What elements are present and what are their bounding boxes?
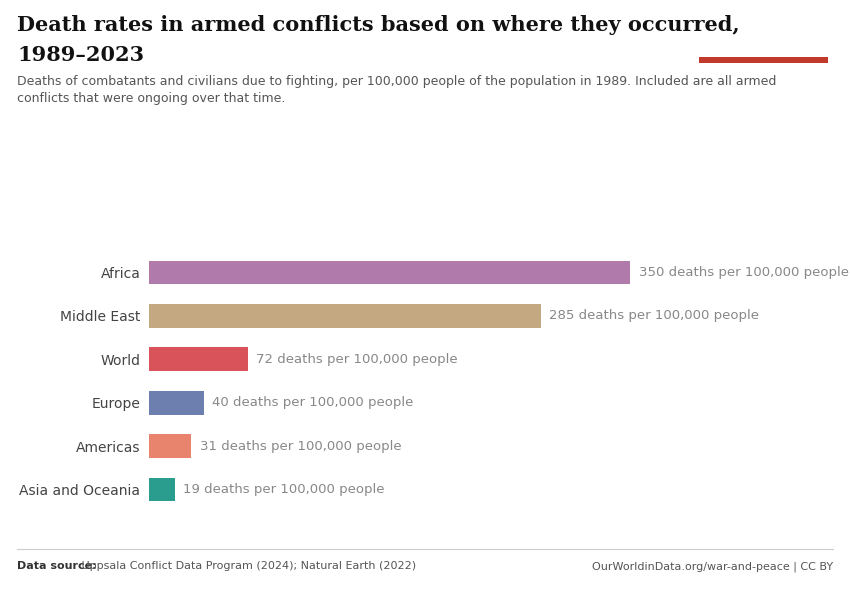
Bar bbox=[699, 56, 828, 63]
Bar bbox=[149, 391, 204, 415]
Bar bbox=[149, 478, 175, 502]
Text: 72 deaths per 100,000 people: 72 deaths per 100,000 people bbox=[256, 353, 457, 366]
Bar bbox=[149, 347, 248, 371]
Text: 285 deaths per 100,000 people: 285 deaths per 100,000 people bbox=[549, 310, 759, 322]
Text: 350 deaths per 100,000 people: 350 deaths per 100,000 people bbox=[638, 266, 848, 279]
Text: 19 deaths per 100,000 people: 19 deaths per 100,000 people bbox=[183, 483, 385, 496]
Text: Deaths of combatants and civilians due to fighting, per 100,000 people of the po: Deaths of combatants and civilians due t… bbox=[17, 75, 776, 105]
Text: Data source:: Data source: bbox=[17, 561, 97, 571]
Text: OurWorldinData.org/war-and-peace | CC BY: OurWorldinData.org/war-and-peace | CC BY bbox=[592, 561, 833, 571]
Text: Our World: Our World bbox=[728, 20, 799, 33]
Text: 40 deaths per 100,000 people: 40 deaths per 100,000 people bbox=[212, 396, 413, 409]
Bar bbox=[149, 304, 541, 328]
Text: in Data: in Data bbox=[738, 39, 789, 52]
Text: 31 deaths per 100,000 people: 31 deaths per 100,000 people bbox=[200, 440, 401, 452]
Bar bbox=[149, 434, 191, 458]
Bar bbox=[149, 260, 631, 284]
Text: Death rates in armed conflicts based on where they occurred,: Death rates in armed conflicts based on … bbox=[17, 15, 740, 35]
Text: 1989–2023: 1989–2023 bbox=[17, 45, 144, 65]
Text: Uppsala Conflict Data Program (2024); Natural Earth (2022): Uppsala Conflict Data Program (2024); Na… bbox=[78, 561, 416, 571]
